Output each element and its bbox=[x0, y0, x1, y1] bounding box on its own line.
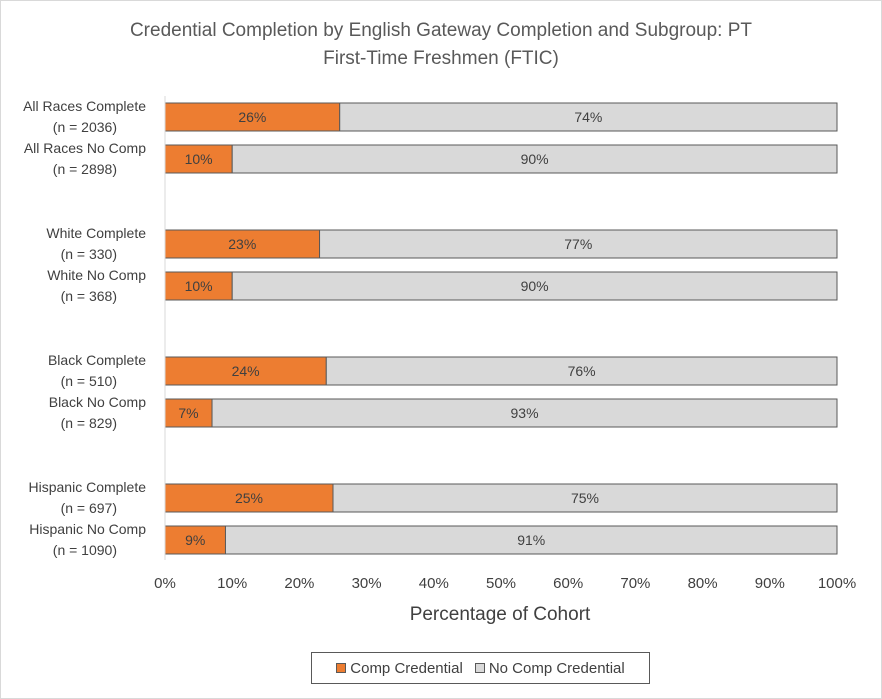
legend-item-no-comp: No Comp Credential bbox=[474, 659, 625, 677]
legend-swatch-comp bbox=[336, 663, 347, 673]
data-label-comp-5: 7% bbox=[178, 405, 198, 421]
bar-no-comp-5 bbox=[211, 398, 838, 428]
data-label-comp-1: 10% bbox=[185, 151, 213, 167]
category-label-1: All Races No Comp bbox=[24, 140, 146, 156]
chart-title-line1: Credential Completion by English Gateway… bbox=[130, 20, 752, 41]
category-label-6: Hispanic Complete bbox=[29, 479, 147, 495]
category-count-3: (n = 368) bbox=[61, 288, 117, 304]
x-tick-label-2: 20% bbox=[284, 575, 314, 592]
x-tick-label-8: 80% bbox=[688, 575, 718, 592]
legend: Comp Credential No Comp Credential bbox=[311, 652, 650, 684]
data-label-comp-0: 26% bbox=[238, 109, 266, 125]
category-count-6: (n = 697) bbox=[61, 500, 117, 516]
category-count-2: (n = 330) bbox=[61, 246, 117, 262]
category-count-7: (n = 1090) bbox=[53, 542, 117, 558]
category-label-7: Hispanic No Comp bbox=[29, 521, 146, 537]
x-axis-label: Percentage of Cohort bbox=[410, 604, 591, 625]
bar-no-comp-0 bbox=[339, 102, 838, 132]
category-label-3: White No Comp bbox=[47, 267, 146, 283]
data-label-no-comp-4: 76% bbox=[568, 363, 596, 379]
data-label-comp-7: 9% bbox=[185, 532, 205, 548]
data-label-comp-6: 25% bbox=[235, 490, 263, 506]
data-label-no-comp-5: 93% bbox=[511, 405, 539, 421]
legend-swatch-no-comp bbox=[474, 663, 485, 673]
bar-comp-4 bbox=[164, 356, 327, 386]
category-count-1: (n = 2898) bbox=[53, 161, 117, 177]
bar-no-comp-6 bbox=[332, 483, 838, 513]
bar-comp-7 bbox=[164, 525, 226, 555]
bar-no-comp-7 bbox=[224, 525, 838, 555]
data-label-comp-2: 23% bbox=[228, 236, 256, 252]
category-label-5: Black No Comp bbox=[49, 394, 146, 410]
bar-comp-5 bbox=[164, 398, 213, 428]
data-label-no-comp-3: 90% bbox=[521, 278, 549, 294]
data-label-no-comp-0: 74% bbox=[574, 109, 602, 125]
category-count-4: (n = 510) bbox=[61, 373, 117, 389]
legend-label-comp: Comp Credential bbox=[350, 659, 463, 677]
x-tick-label-7: 70% bbox=[620, 575, 650, 592]
bar-comp-0 bbox=[164, 102, 341, 132]
x-tick-label-10: 100% bbox=[818, 575, 856, 592]
x-tick-label-0: 0% bbox=[154, 575, 176, 592]
data-label-no-comp-2: 77% bbox=[564, 236, 592, 252]
data-label-no-comp-7: 91% bbox=[517, 532, 545, 548]
data-label-comp-3: 10% bbox=[185, 278, 213, 294]
category-count-0: (n = 2036) bbox=[53, 119, 117, 135]
bar-no-comp-1 bbox=[231, 144, 838, 174]
bar-no-comp-3 bbox=[231, 271, 838, 301]
category-label-0: All Races Complete bbox=[23, 98, 146, 114]
category-label-2: White Complete bbox=[46, 225, 146, 241]
category-label-4: Black Complete bbox=[48, 352, 146, 368]
x-tick-label-6: 60% bbox=[553, 575, 583, 592]
x-tick-label-9: 90% bbox=[755, 575, 785, 592]
bar-comp-6 bbox=[164, 483, 334, 513]
bar-no-comp-2 bbox=[319, 229, 838, 259]
legend-item-comp: Comp Credential bbox=[336, 660, 463, 677]
legend-label-no-comp: No Comp Credential bbox=[488, 659, 625, 677]
bar-no-comp-4 bbox=[325, 356, 838, 386]
data-label-comp-4: 24% bbox=[232, 363, 260, 379]
x-tick-label-3: 30% bbox=[352, 575, 382, 592]
data-label-no-comp-6: 75% bbox=[571, 490, 599, 506]
category-count-5: (n = 829) bbox=[61, 415, 117, 431]
data-label-no-comp-1: 90% bbox=[521, 151, 549, 167]
chart-title-line2: First-Time Freshmen (FTIC) bbox=[323, 48, 559, 69]
x-tick-label-5: 50% bbox=[486, 575, 516, 592]
x-tick-label-1: 10% bbox=[217, 575, 247, 592]
x-tick-label-4: 40% bbox=[419, 575, 449, 592]
